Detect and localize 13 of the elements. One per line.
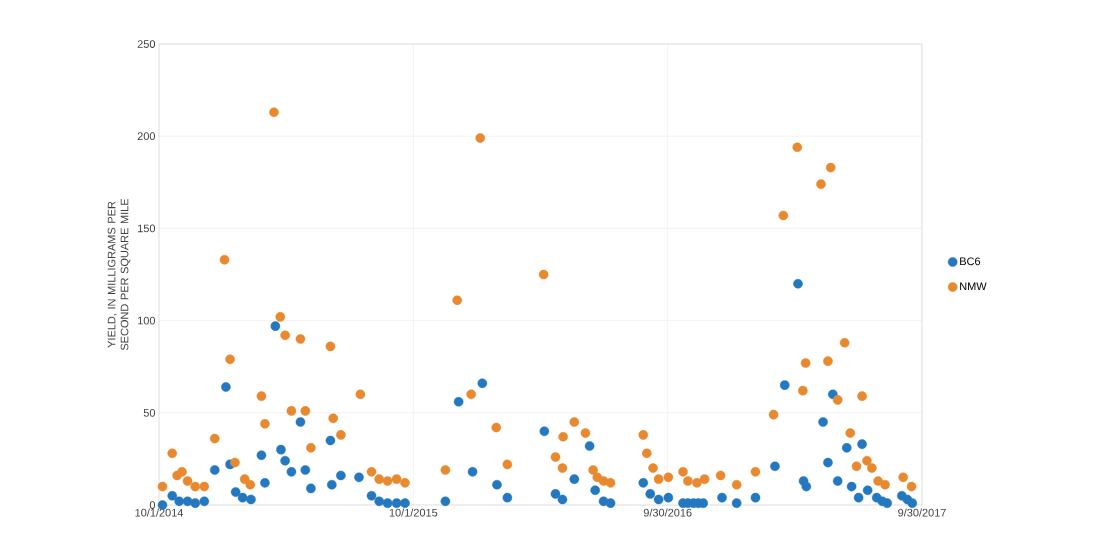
x-tick-label: 10/1/2015 bbox=[389, 508, 438, 517]
x-tick-label: 10/1/2014 bbox=[135, 508, 184, 517]
x-tick-label: 9/30/2016 bbox=[643, 508, 692, 517]
y-tick-label: 250 bbox=[137, 40, 156, 48]
y-axis-title: YIELD, IN MILLIGRAMS PER SECOND PER SQUARE MILE bbox=[107, 198, 131, 351]
y-tick-label: 150 bbox=[138, 224, 156, 233]
legend-label: NMW bbox=[960, 282, 987, 291]
y-tick-label: 200 bbox=[137, 132, 156, 141]
y-tick-label: 50 bbox=[143, 408, 156, 417]
y-tick-label: 100 bbox=[138, 316, 156, 325]
y-tick-label: 0 bbox=[149, 501, 156, 509]
legend-label: BC6 bbox=[960, 257, 981, 266]
x-tick-label: 9/30/2017 bbox=[898, 508, 946, 517]
